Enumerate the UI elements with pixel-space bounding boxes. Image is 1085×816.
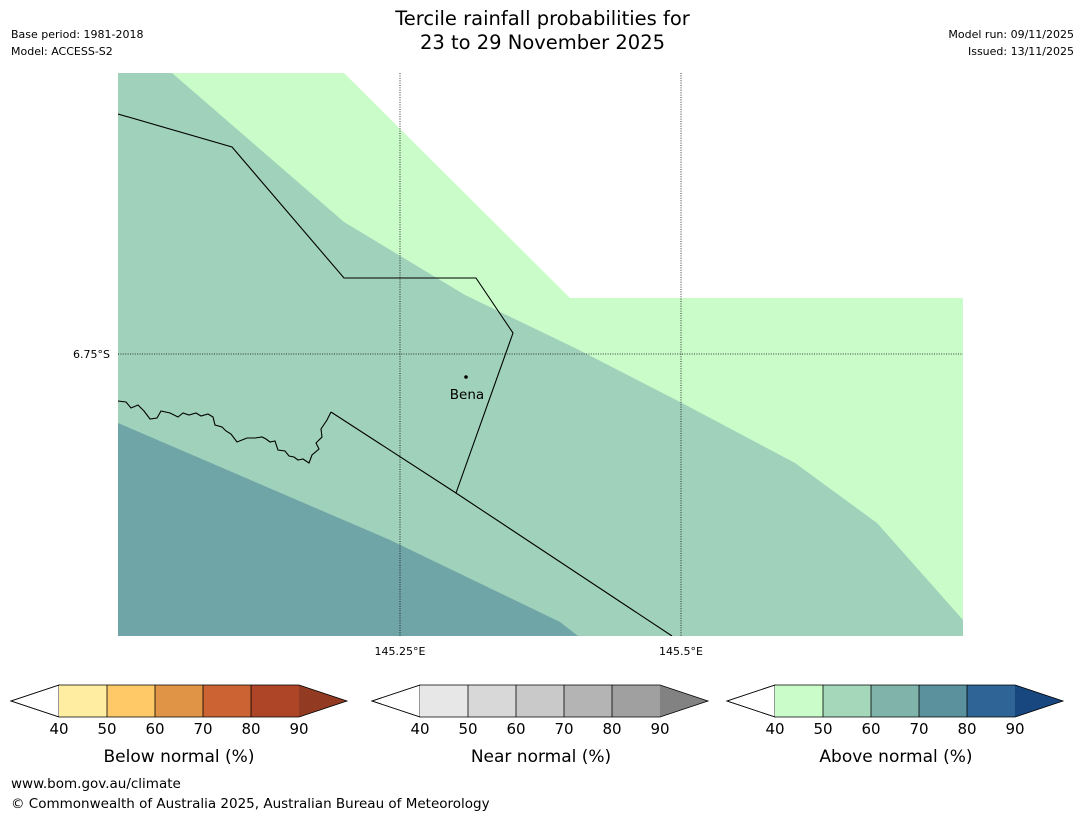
near-normal-tick-50: 50 xyxy=(458,720,477,738)
province-boundary-south xyxy=(330,411,673,636)
above-normal-swatch-80-90 xyxy=(967,685,1015,717)
lon-label-145-5: 145.5°E xyxy=(659,645,703,658)
below-normal-tick-70: 70 xyxy=(193,720,212,738)
footer-url: www.bom.gov.au/climate xyxy=(11,776,181,792)
near-normal-swatch-80-90 xyxy=(612,685,660,717)
lon-label-145-25: 145.25°E xyxy=(375,645,426,658)
above-normal-50-60-region xyxy=(118,73,963,636)
below-normal-swatch-50-60 xyxy=(107,685,155,717)
near-normal-tick-70: 70 xyxy=(554,720,573,738)
near-normal-swatch-40-50 xyxy=(420,685,468,717)
below-normal-extend-high xyxy=(299,685,347,717)
near-normal-tick-80: 80 xyxy=(602,720,621,738)
below-normal-extend-low xyxy=(9,684,60,718)
above-normal-label: Above normal (%) xyxy=(819,747,972,767)
below-normal-tick-60: 60 xyxy=(145,720,164,738)
model-text: Model: ACCESS-S2 xyxy=(11,45,113,58)
colorbar-below-normal: 40 50 60 70 80 90 Below normal (%) xyxy=(9,684,349,767)
footer: www.bom.gov.au/climate © Commonwealth of… xyxy=(11,774,490,814)
above-normal-tick-90: 90 xyxy=(1005,720,1024,738)
colorbar-above-normal: 40 50 60 70 80 90 Above normal (%) xyxy=(725,684,1065,767)
footer-copyright: © Commonwealth of Australia 2025, Austra… xyxy=(11,796,490,812)
near-normal-swatch-60-70 xyxy=(516,685,564,717)
map-title-line1: Tercile rainfall probabilities for xyxy=(395,7,690,30)
above-normal-extend-high xyxy=(1015,685,1063,717)
near-normal-extend-low xyxy=(370,684,421,718)
above-normal-tick-50: 50 xyxy=(813,720,832,738)
above-normal-swatch-40-50 xyxy=(775,685,823,717)
river-boundary xyxy=(118,400,332,464)
issued-text: Issued: 13/11/2025 xyxy=(967,45,1074,58)
near-normal-extend-high xyxy=(660,685,708,717)
below-normal-tick-80: 80 xyxy=(241,720,260,738)
above-normal-tick-60: 60 xyxy=(861,720,880,738)
above-normal-60-70-region xyxy=(118,423,578,636)
header-meta-left: Base period: 1981-2018 Model: ACCESS-S2 xyxy=(11,26,143,60)
model-run-text: Model run: 09/11/2025 xyxy=(948,28,1074,41)
above-normal-tick-70: 70 xyxy=(909,720,928,738)
bena-marker xyxy=(464,375,468,379)
near-normal-swatch-50-60 xyxy=(468,685,516,717)
header-meta-right: Model run: 09/11/2025 Issued: 13/11/2025 xyxy=(948,26,1074,60)
above-normal-tick-40: 40 xyxy=(765,720,784,738)
map-title: Tercile rainfall probabilities for 23 to… xyxy=(0,7,1085,55)
above-normal-tick-80: 80 xyxy=(957,720,976,738)
near-normal-label: Near normal (%) xyxy=(471,747,611,767)
below-normal-swatch-80-90 xyxy=(251,685,299,717)
above-normal-swatch-60-70 xyxy=(871,685,919,717)
map-area xyxy=(118,73,963,636)
below-normal-tick-50: 50 xyxy=(97,720,116,738)
map-title-line2: 23 to 29 November 2025 xyxy=(419,31,666,54)
colorbar-near-normal: 40 50 60 70 80 90 Near normal (%) xyxy=(370,684,710,767)
base-period-text: Base period: 1981-2018 xyxy=(11,28,144,41)
below-normal-swatch-40-50 xyxy=(59,685,107,717)
near-normal-tick-40: 40 xyxy=(410,720,429,738)
below-normal-swatch-60-70 xyxy=(155,685,203,717)
near-normal-tick-60: 60 xyxy=(506,720,525,738)
below-normal-swatch-70-80 xyxy=(203,685,251,717)
near-normal-swatch-70-80 xyxy=(564,685,612,717)
below-normal-tick-40: 40 xyxy=(49,720,68,738)
above-normal-swatch-70-80 xyxy=(919,685,967,717)
above-normal-extend-low xyxy=(725,684,776,718)
bena-label: Bena xyxy=(450,387,484,403)
province-boundary-north xyxy=(118,113,514,494)
near-normal-tick-90: 90 xyxy=(650,720,669,738)
lat-label-6-75: 6.75°S xyxy=(73,348,110,361)
below-normal-tick-90: 90 xyxy=(289,720,308,738)
below-normal-label: Below normal (%) xyxy=(104,747,255,767)
above-normal-swatch-50-60 xyxy=(823,685,871,717)
